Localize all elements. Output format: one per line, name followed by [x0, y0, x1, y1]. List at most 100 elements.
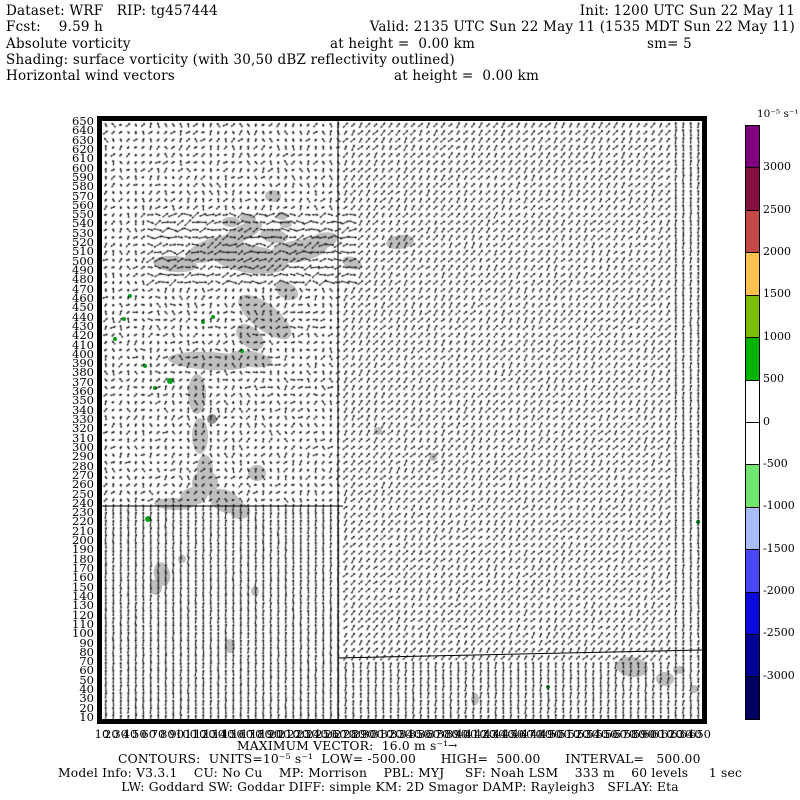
y-tick-label: 310 — [72, 430, 94, 445]
y-tick-label: 190 — [72, 542, 94, 557]
y-tick-label: 450 — [72, 300, 94, 315]
y-tick-label: 40 — [79, 682, 94, 697]
y-tick-label: 650 — [72, 114, 94, 128]
x-tick-label: 550 — [595, 727, 618, 741]
colorbar-segment — [746, 210, 759, 254]
y-tick-label: 620 — [72, 141, 94, 156]
colorbar-tick-label: -2000 — [763, 583, 795, 597]
colorbar-tick-label: -2500 — [763, 626, 795, 640]
x-tick-label: 510 — [558, 727, 581, 741]
y-tick-label: 30 — [79, 691, 94, 706]
x-tick-label: 80 — [160, 727, 175, 741]
x-tick-label: 30 — [113, 727, 128, 741]
y-tick-label: 130 — [72, 598, 94, 613]
x-tick-label: 230 — [296, 727, 319, 741]
colorbar-segment — [746, 507, 759, 551]
x-tick-label: 480 — [530, 727, 553, 741]
y-tick-label: 320 — [72, 421, 94, 436]
colorbar-segment — [746, 550, 759, 593]
x-tick-label: 290 — [352, 727, 375, 741]
y-tick-label: 180 — [72, 551, 94, 566]
x-tick-label: 490 — [539, 727, 562, 741]
y-tick-label: 10 — [79, 710, 94, 724]
x-tick-label: 280 — [343, 727, 366, 741]
y-tick-label: 480 — [72, 272, 94, 287]
x-tick-label: 450 — [502, 727, 525, 741]
y-tick-label: 260 — [72, 477, 94, 492]
y-tick-label: 230 — [72, 505, 94, 520]
forecast-hour-label: Fcst: 9.59 h — [6, 19, 104, 35]
y-tick-label: 500 — [72, 253, 94, 268]
y-tick-label: 390 — [72, 356, 94, 371]
x-tick-label: 120 — [193, 727, 216, 741]
y-tick-label: 160 — [72, 570, 94, 585]
colorbar-segment — [746, 126, 759, 169]
x-tick-label: 240 — [305, 727, 328, 741]
x-tick-label: 590 — [632, 727, 655, 741]
x-tick-label: 610 — [651, 727, 674, 741]
y-tick-label: 100 — [72, 626, 94, 641]
x-tick-label: 520 — [567, 727, 590, 741]
x-tick-label: 620 — [660, 727, 683, 741]
y-axis-tick-labels: 650 640 630 620 610 600 590 580 570 560 550 540 530 5… — [60, 0, 94, 800]
colorbar-segment — [746, 168, 759, 211]
y-tick-label: 300 — [72, 439, 94, 454]
x-tick-label: 400 — [455, 727, 478, 741]
x-tick-label: 440 — [492, 727, 515, 741]
x-tick-label: 460 — [511, 727, 534, 741]
y-tick-label: 630 — [72, 132, 94, 147]
reference-vector-arrow-icon: → — [448, 739, 458, 752]
y-tick-label: 460 — [72, 290, 94, 305]
x-tick-label: 160 — [231, 727, 254, 741]
y-tick-label: 60 — [79, 663, 94, 678]
x-tick-label: 560 — [604, 727, 627, 741]
x-tick-label: 530 — [576, 727, 599, 741]
model-info-line2: LW: Goddard SW: Goddar DIFF: simple KM: … — [121, 780, 679, 794]
x-tick-label: 140 — [212, 727, 235, 741]
y-tick-label: 430 — [72, 318, 94, 333]
y-tick-label: 400 — [72, 346, 94, 361]
y-tick-label: 120 — [72, 607, 94, 622]
y-tick-label: 360 — [72, 384, 94, 399]
y-tick-label: 140 — [72, 588, 94, 603]
x-tick-label: 250 — [315, 727, 338, 741]
y-tick-label: 570 — [72, 188, 94, 203]
colorbar — [745, 125, 760, 720]
x-tick-label: 90 — [169, 727, 185, 741]
x-tick-label: 370 — [427, 727, 450, 741]
x-tick-label: 180 — [249, 727, 272, 741]
y-tick-label: 90 — [79, 635, 94, 650]
max-vector-label: MAXIMUM VECTOR: 16.0 m s⁻¹ — [237, 739, 449, 753]
y-tick-label: 470 — [72, 281, 94, 296]
y-tick-label: 580 — [72, 179, 94, 194]
x-tick-label: 430 — [483, 727, 506, 741]
x-tick-label: 110 — [184, 727, 207, 741]
y-tick-label: 250 — [72, 486, 94, 501]
x-tick-label: 600 — [642, 727, 665, 741]
x-tick-label: 270 — [333, 727, 356, 741]
colorbar-segment — [746, 253, 759, 296]
colorbar-segment — [746, 338, 759, 381]
y-tick-label: 210 — [72, 523, 94, 538]
x-tick-label: 360 — [418, 727, 440, 741]
x-tick-label: 320 — [380, 727, 403, 741]
x-tick-label: 540 — [586, 727, 609, 741]
y-tick-label: 600 — [72, 160, 94, 175]
colorbar-tick-label: 2000 — [763, 245, 791, 259]
x-tick-label: 420 — [474, 727, 497, 741]
x-tick-label: 410 — [464, 727, 487, 741]
y-tick-label: 170 — [72, 561, 94, 575]
colorbar-tick-label: -500 — [763, 456, 788, 470]
y-tick-label: 80 — [79, 644, 94, 659]
x-tick-label: 580 — [623, 727, 646, 741]
y-tick-label: 220 — [72, 514, 94, 529]
x-tick-label: 310 — [371, 727, 394, 741]
y-tick-label: 410 — [72, 337, 94, 352]
x-tick-label: 330 — [390, 727, 412, 741]
valid-time-label: Valid: 2135 UTC Sun 22 May 11 (1535 MDT … — [369, 19, 795, 35]
init-time-label: Init: 1200 UTC Sun 22 May 11 — [579, 3, 795, 19]
x-tick-label: 640 — [679, 727, 702, 741]
x-tick-label: 300 — [361, 727, 384, 741]
y-tick-label: 560 — [72, 197, 94, 212]
y-tick-label: 530 — [72, 225, 94, 240]
